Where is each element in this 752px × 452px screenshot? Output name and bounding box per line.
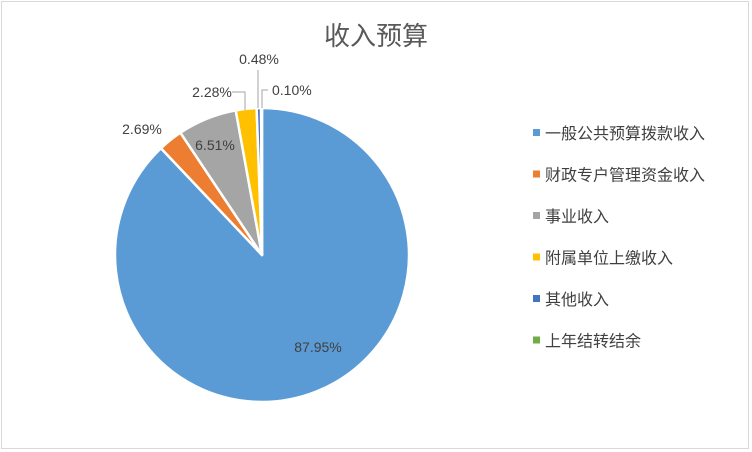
legend-swatch-other bbox=[533, 295, 540, 302]
pie-slices bbox=[113, 106, 411, 404]
legend-label-fiscal-account: 财政专户管理资金收入 bbox=[545, 166, 705, 185]
data-label-general-budget: 87.95% bbox=[294, 339, 341, 355]
legend-label-business: 事业收入 bbox=[545, 207, 609, 226]
legend-label-carryover: 上年结转结余 bbox=[545, 332, 641, 351]
legend-swatch-fiscal-account bbox=[533, 170, 540, 178]
legend-swatch-business bbox=[533, 212, 540, 219]
legend-label-other: 其他收入 bbox=[545, 290, 609, 309]
data-label-subsidiary: 2.28% bbox=[192, 84, 232, 100]
legend-swatch-subsidiary bbox=[533, 253, 540, 261]
leader-line-carryover bbox=[261, 89, 268, 108]
data-label-business: 6.51% bbox=[195, 137, 235, 153]
legend-swatch-general-budget bbox=[533, 129, 540, 136]
leader-line-subsidiary bbox=[232, 91, 246, 110]
data-label-other: 0.48% bbox=[239, 51, 279, 67]
legend-swatch-carryover bbox=[533, 336, 540, 344]
data-labels: 87.95% 2.69% 6.51% 2.28% 0.48% 0.10% bbox=[122, 51, 342, 355]
legend-label-general-budget: 一般公共预算拨款收入 bbox=[545, 124, 705, 143]
data-label-fiscal-account: 2.69% bbox=[122, 121, 162, 137]
legend: 一般公共预算拨款收入财政专户管理资金收入事业收入附属单位上缴收入其他收入上年结转… bbox=[533, 124, 705, 351]
pie-slice-carryover bbox=[259, 106, 264, 257]
leader-lines bbox=[232, 70, 268, 110]
data-label-carryover: 0.10% bbox=[272, 82, 312, 98]
chart-title: 收入预算 bbox=[324, 22, 428, 52]
legend-label-subsidiary: 附属单位上缴收入 bbox=[545, 249, 673, 268]
